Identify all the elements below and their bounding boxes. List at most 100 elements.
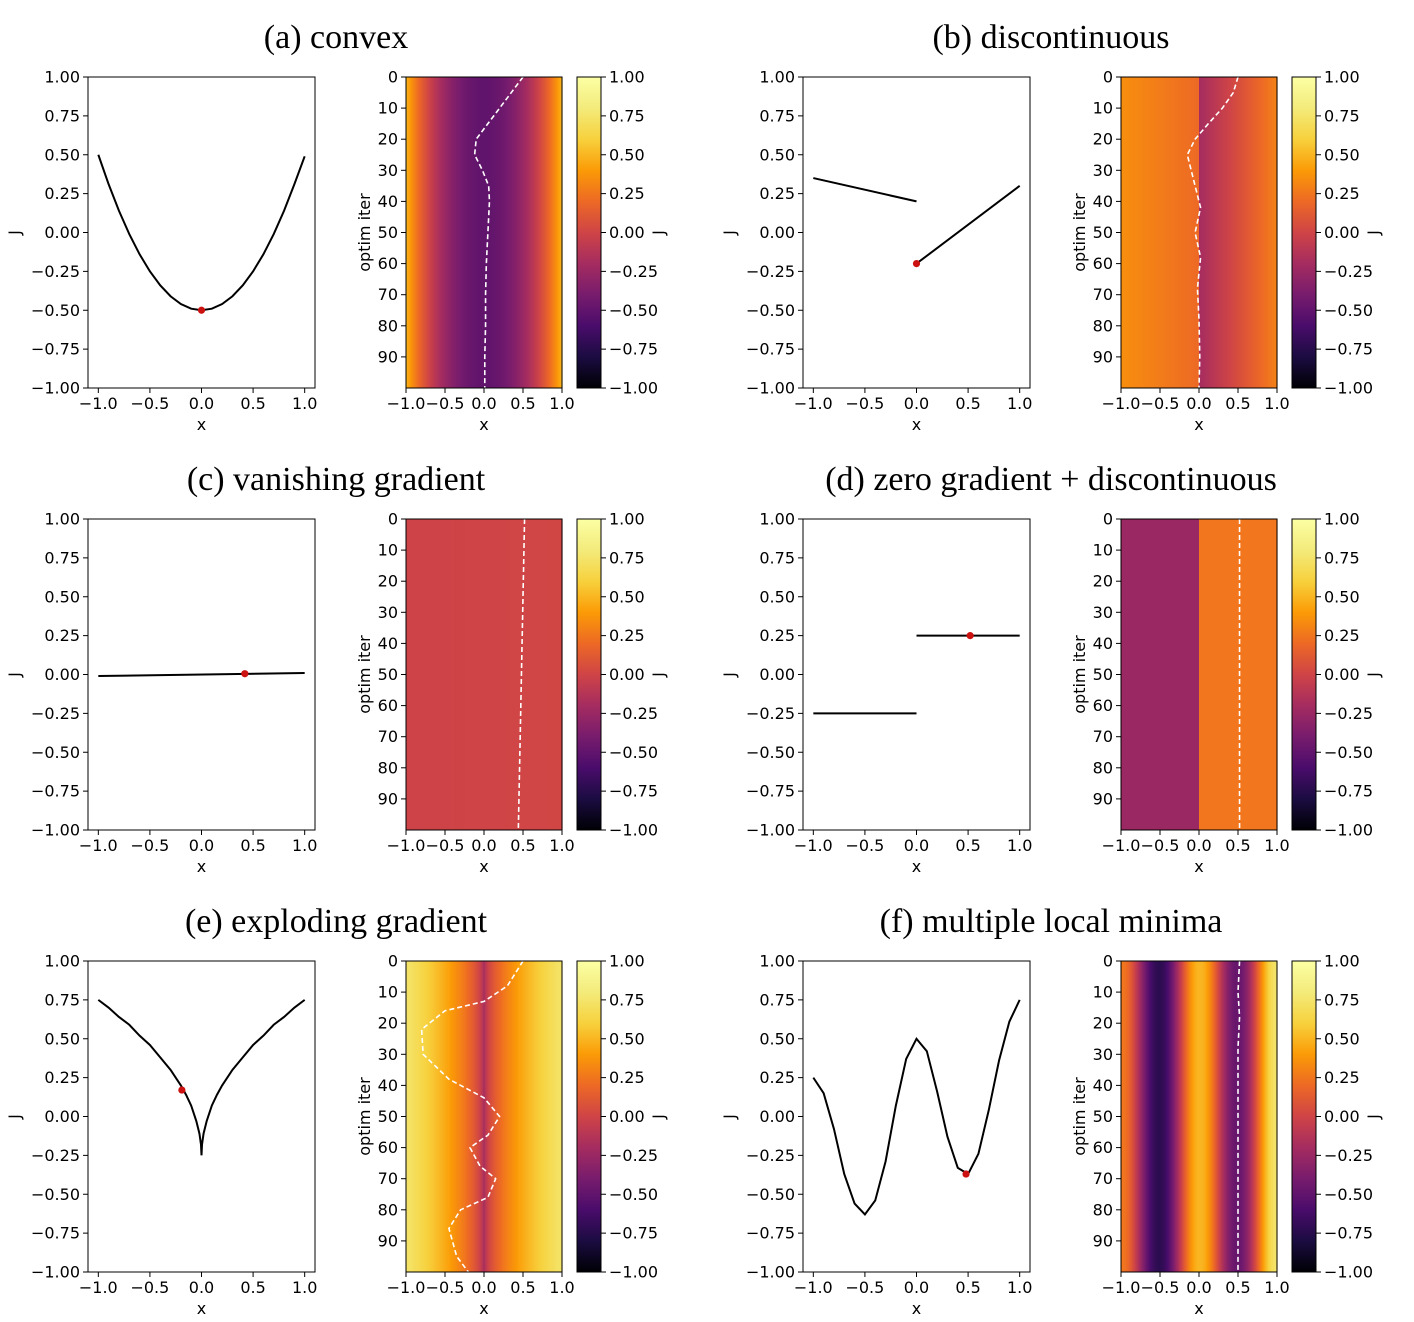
y-tick-label: 30	[1093, 603, 1113, 622]
heatmap-cell-column	[1169, 77, 1171, 388]
heatmap-cell-column	[543, 519, 545, 830]
heatmap-cell-column	[512, 77, 514, 388]
heatmap-cell-column	[1130, 77, 1132, 388]
x-tick-label: 0.5	[1225, 1278, 1250, 1297]
heatmap-cell-column	[1196, 519, 1198, 830]
heatmap: −1.0 −0.5 0.0 0.5 1.0 0 10 20 30 40 50 60 70 80 90 x opt…	[355, 510, 575, 877]
heatmap-cell-column	[551, 77, 553, 388]
y-tick-label: 0.25	[44, 1068, 80, 1087]
heatmap-cell-column	[408, 519, 410, 830]
heatmap-cell-column	[433, 961, 435, 1272]
heatmap-cell-column	[510, 77, 512, 388]
heatmap-cell-column	[1235, 961, 1237, 1272]
heatmap-cell-column	[1160, 77, 1162, 388]
heatmap-cell-column	[1273, 961, 1275, 1272]
heatmap-cell-column	[1129, 961, 1131, 1272]
heatmap-cell-column	[1171, 519, 1173, 830]
heatmap-cell-column	[1133, 961, 1135, 1272]
heatmap-cell-column	[1258, 77, 1260, 388]
heatmap-cell-column	[480, 77, 482, 388]
heatmap-cell-column	[1168, 77, 1170, 388]
heatmap-cell-column	[426, 961, 428, 1272]
y-tick-label: −0.75	[746, 340, 795, 359]
colorbar-tick-label: −0.50	[609, 301, 658, 320]
y-tick-label: 50	[378, 665, 398, 684]
heatmap-cell-column	[506, 519, 508, 830]
heatmap-cell-column	[496, 519, 498, 830]
heatmap-cell-column	[1219, 519, 1221, 830]
heatmap-cell-column	[446, 961, 448, 1272]
heatmap-cell-column	[523, 961, 525, 1272]
colorbar-tick-label: 0.00	[1324, 1107, 1360, 1126]
heatmap-cell-column	[544, 961, 546, 1272]
heatmap-cell-column	[506, 77, 508, 388]
heatmap-cell-column	[1238, 77, 1240, 388]
y-axis-label: J	[5, 672, 24, 678]
heatmap-cell-column	[502, 961, 504, 1272]
heatmap-cell-column	[538, 519, 540, 830]
heatmap-cell-column	[1203, 519, 1205, 830]
heatmap-cell-column	[513, 77, 515, 388]
x-tick-label: −1.0	[794, 394, 833, 413]
heatmap-cell-column	[1253, 961, 1255, 1272]
heatmap-cell-column	[1240, 519, 1242, 830]
heatmap-cell-column	[428, 961, 430, 1272]
heatmap-cell-column	[1218, 961, 1220, 1272]
y-tick-label: 0	[1103, 68, 1113, 87]
y-tick-label: 10	[378, 541, 398, 560]
heatmap-cell-column	[1239, 961, 1241, 1272]
heatmap-cell-column	[415, 961, 417, 1272]
heatmap-cell-column	[528, 961, 530, 1272]
heatmap-cell-column	[1266, 961, 1268, 1272]
x-tick-label: 0.5	[510, 836, 535, 855]
heatmap-cell-column	[1243, 77, 1245, 388]
heatmap-cell-column	[1134, 961, 1136, 1272]
heatmap-cell-column	[1248, 961, 1250, 1272]
heatmap-cell-column	[483, 519, 485, 830]
heatmap-cell-column	[519, 519, 521, 830]
heatmap-cell-column	[1158, 519, 1160, 830]
heatmap-cell-column	[1213, 519, 1215, 830]
colorbar-label: J	[649, 230, 668, 236]
heatmap-cell-column	[1227, 519, 1229, 830]
heatmap-cell-column	[432, 519, 434, 830]
heatmap-cell-column	[1124, 77, 1126, 388]
heatmap-cell-column	[555, 519, 557, 830]
heatmap-cell-column	[550, 519, 552, 830]
line-plot: −1.0 −0.5 0.0 0.5 1.0 1.00 0.75 0.50 0.25 0.00 −0.…	[720, 510, 1032, 877]
heatmap-cell-column	[544, 77, 546, 388]
heatmap-cell-column	[1129, 519, 1131, 830]
heatmap-cell-column	[1184, 519, 1186, 830]
heatmap-cell-column	[1211, 519, 1213, 830]
heatmap-cell-column	[1126, 961, 1128, 1272]
heatmap-cell-column	[1164, 77, 1166, 388]
colorbar-label: J	[1364, 230, 1383, 236]
heatmap-cell-column	[545, 77, 547, 388]
heatmap-cell-column	[1241, 961, 1243, 1272]
y-tick-label: 0.75	[759, 106, 795, 125]
y-tick-label: 50	[1093, 665, 1113, 684]
heatmap-cell-column	[440, 961, 442, 1272]
x-tick-label: 1.0	[549, 1278, 574, 1297]
heatmap-cell-column	[1168, 519, 1170, 830]
y-tick-label: −0.75	[746, 782, 795, 801]
heatmap-cell-column	[451, 519, 453, 830]
x-tick-label: 0.5	[955, 1278, 980, 1297]
heatmap-cell-column	[1205, 519, 1207, 830]
heatmap-cell-column	[457, 519, 459, 830]
heatmap-cell-column	[1204, 961, 1206, 1272]
heatmap-cell-column	[1128, 77, 1130, 388]
x-tick-label: 0.5	[240, 1278, 265, 1297]
x-tick-label: −0.5	[426, 836, 465, 855]
heatmap-cell-column	[1188, 961, 1190, 1272]
y-tick-label: 50	[1093, 223, 1113, 242]
heatmap-cell-column	[1139, 77, 1141, 388]
x-tick-label: 1.0	[1264, 1278, 1289, 1297]
heatmap-cell-column	[554, 77, 556, 388]
colorbar-tick-label: −0.75	[609, 1224, 658, 1243]
heatmap-cell-column	[1237, 519, 1239, 830]
heatmap-cell-column	[1127, 961, 1129, 1272]
heatmap-cell-column	[1244, 961, 1246, 1272]
heatmap-cell-column	[1166, 961, 1168, 1272]
heatmap-cell-column	[540, 519, 542, 830]
